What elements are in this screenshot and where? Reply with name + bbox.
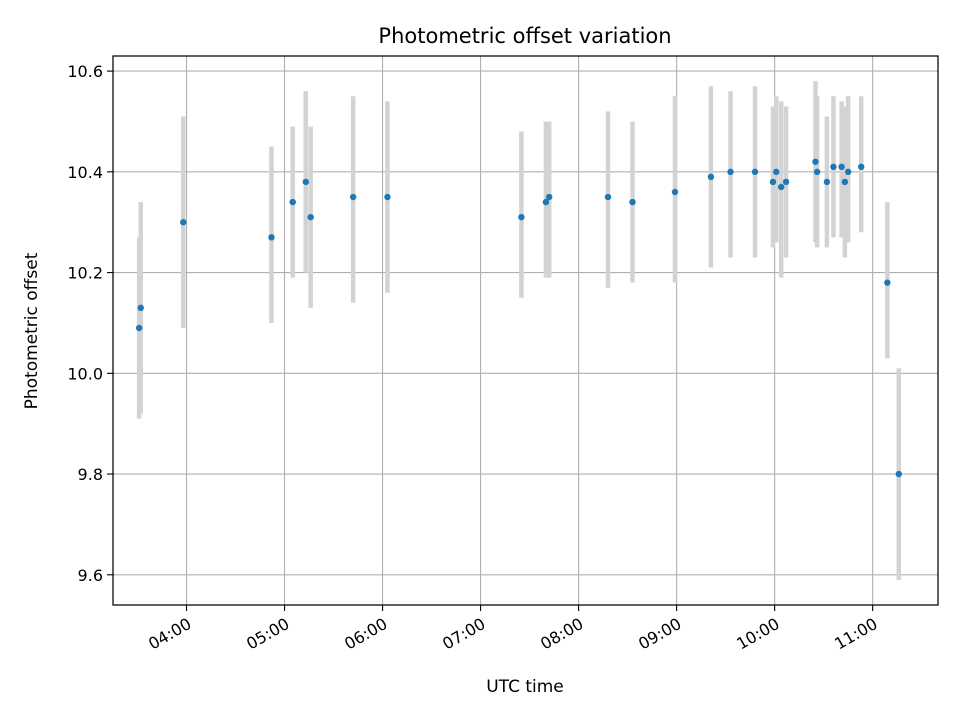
data-point	[302, 178, 309, 186]
y-tick-label: 10.0	[67, 364, 103, 383]
data-point	[307, 213, 314, 221]
grid	[113, 56, 938, 605]
data-point	[841, 178, 849, 186]
y-tick-label: 10.4	[67, 163, 103, 182]
y-tick-label: 10.2	[67, 264, 103, 283]
data-point	[707, 173, 715, 181]
data-point	[812, 158, 819, 165]
data-point	[542, 198, 550, 206]
data-point	[782, 178, 790, 186]
data-point	[773, 168, 780, 176]
data-point	[289, 198, 296, 206]
data-point	[671, 188, 679, 196]
data-point	[727, 168, 734, 176]
data-points	[135, 158, 902, 478]
chart-title: Photometric offset variation	[378, 24, 671, 48]
data-point	[751, 168, 759, 176]
plot-frame	[112, 55, 939, 606]
data-point	[777, 183, 785, 191]
data-point	[268, 234, 275, 241]
data-point	[844, 168, 852, 176]
data-point	[518, 213, 525, 221]
data-point	[629, 198, 636, 206]
data-point	[858, 163, 865, 171]
data-point	[884, 279, 891, 286]
y-tick-label: 9.6	[78, 566, 103, 585]
data-point	[769, 178, 777, 186]
y-axis-label: Photometric offset	[22, 252, 42, 409]
data-point	[135, 324, 143, 332]
data-point	[895, 470, 902, 478]
data-point	[349, 193, 357, 201]
data-point	[604, 193, 612, 201]
data-point	[813, 168, 821, 176]
data-point	[384, 193, 391, 201]
data-point	[838, 163, 845, 171]
data-point	[823, 178, 831, 186]
y-axis: 9.6 9.8 10.0 10.2 10.4 10.6	[67, 62, 113, 585]
y-tick-label: 9.8	[78, 465, 103, 484]
data-point	[180, 219, 187, 226]
y-tick-label: 10.6	[67, 62, 103, 81]
x-axis-label: UTC time	[486, 677, 564, 697]
data-point	[545, 193, 553, 201]
data-point	[830, 163, 837, 171]
data-point	[137, 304, 144, 312]
